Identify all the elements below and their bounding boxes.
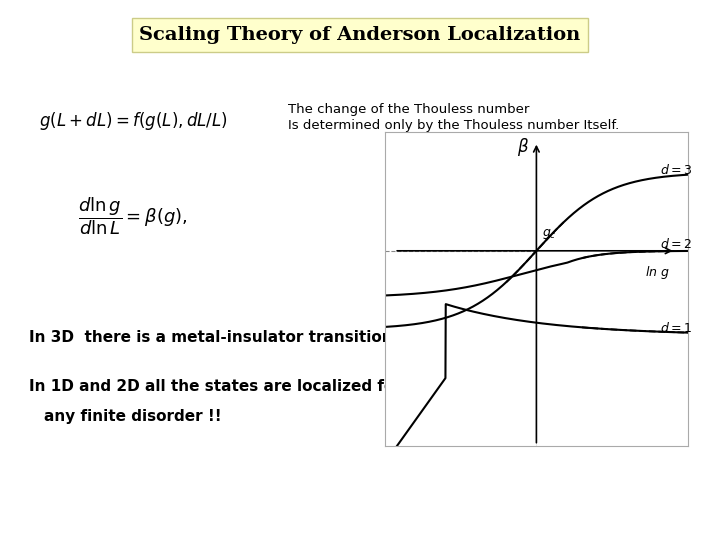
Text: $d=1$: $d=1$ bbox=[660, 321, 693, 335]
Text: The change of the Thouless number: The change of the Thouless number bbox=[288, 103, 529, 116]
Text: $g_c$: $g_c$ bbox=[542, 227, 557, 241]
Text: $\dfrac{d\ln g}{d\ln L} = \beta(g),$: $\dfrac{d\ln g}{d\ln L} = \beta(g),$ bbox=[78, 195, 188, 237]
Text: ln $g$: ln $g$ bbox=[645, 264, 670, 280]
Text: In 1D and 2D all the states are localized for: In 1D and 2D all the states are localize… bbox=[29, 379, 402, 394]
Text: In 3D  there is a metal-insulator transition: In 3D there is a metal-insulator transit… bbox=[29, 330, 392, 345]
Text: Scaling Theory of Anderson Localization: Scaling Theory of Anderson Localization bbox=[140, 26, 580, 44]
Text: $d=3$: $d=3$ bbox=[660, 164, 693, 178]
Text: Is determined only by the Thouless number Itself.: Is determined only by the Thouless numbe… bbox=[288, 119, 619, 132]
Text: any finite disorder !!: any finite disorder !! bbox=[45, 409, 222, 424]
Text: $g(L+dL) = f(g(L), dL/L)$: $g(L+dL) = f(g(L), dL/L)$ bbox=[39, 111, 228, 132]
Text: $\beta$: $\beta$ bbox=[517, 136, 529, 158]
Text: $d=2$: $d=2$ bbox=[660, 237, 693, 251]
